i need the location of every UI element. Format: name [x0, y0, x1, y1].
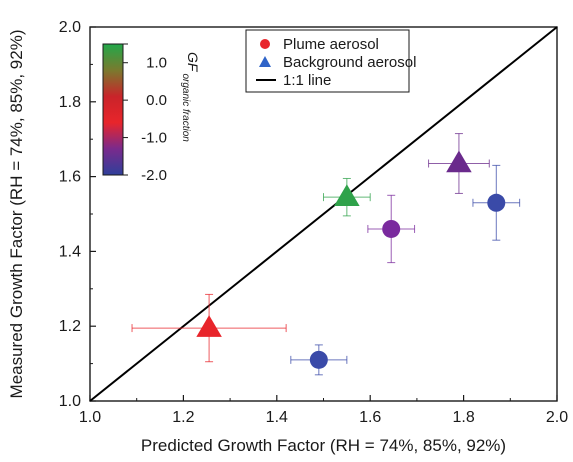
colorbar-tick-label: 0.0: [146, 92, 167, 109]
y-tick-label: 1.0: [59, 393, 81, 410]
colorbar-gradient: [102, 43, 124, 176]
data-points: [131, 133, 521, 376]
colorbar-title: GForganic fraction: [180, 52, 201, 142]
legend-label: Background aerosol: [283, 54, 416, 71]
x-tick-label: 1.0: [79, 409, 101, 426]
x-tick-label: 1.6: [359, 409, 381, 426]
colorbar-tick-label: -2.0: [141, 167, 167, 184]
y-tick-label: 1.6: [59, 169, 81, 186]
legend-label: 1:1 line: [283, 72, 331, 89]
colorbar: 1.0 0.0 -1.0 -2.0 GForganic fraction: [102, 43, 201, 184]
colorbar-tick-label: -1.0: [141, 130, 167, 147]
x-axis-title: Predicted Growth Factor (RH = 74%, 85%, …: [141, 436, 506, 455]
x-axis: 1.0 1.2 1.4 1.6 1.8 2.0: [79, 395, 568, 426]
plume-point: [309, 350, 328, 369]
legend-label: Plume aerosol: [283, 36, 379, 53]
background-point: [446, 150, 472, 173]
background-point: [196, 315, 222, 337]
background-point: [334, 184, 360, 206]
plume-point: [382, 219, 401, 238]
y-tick-label: 1.4: [59, 243, 81, 260]
plume-point: [487, 193, 506, 212]
colorbar-title-subscript: organic fraction: [180, 73, 191, 142]
legend-triangle-swatch: [259, 56, 271, 67]
x-tick-label: 1.8: [452, 409, 474, 426]
x-tick-label: 1.4: [266, 409, 288, 426]
colorbar-ticks: 1.0 0.0 -1.0 -2.0: [123, 43, 167, 184]
y-axis-title: Measured Growth Factor (RH = 74%, 85%, 9…: [7, 30, 26, 399]
legend-box: [245, 29, 410, 93]
x-tick-label: 2.0: [546, 409, 568, 426]
legend-circle-swatch: [260, 39, 270, 49]
x-tick-label: 1.2: [172, 409, 194, 426]
y-tick-label: 2.0: [59, 19, 81, 36]
one-to-one-line: [89, 26, 558, 402]
y-tick-label: 1.2: [59, 318, 81, 335]
colorbar-tick-label: 1.0: [146, 55, 167, 72]
colorbar-title-main: GF: [185, 52, 201, 73]
y-tick-label: 1.8: [59, 94, 81, 111]
